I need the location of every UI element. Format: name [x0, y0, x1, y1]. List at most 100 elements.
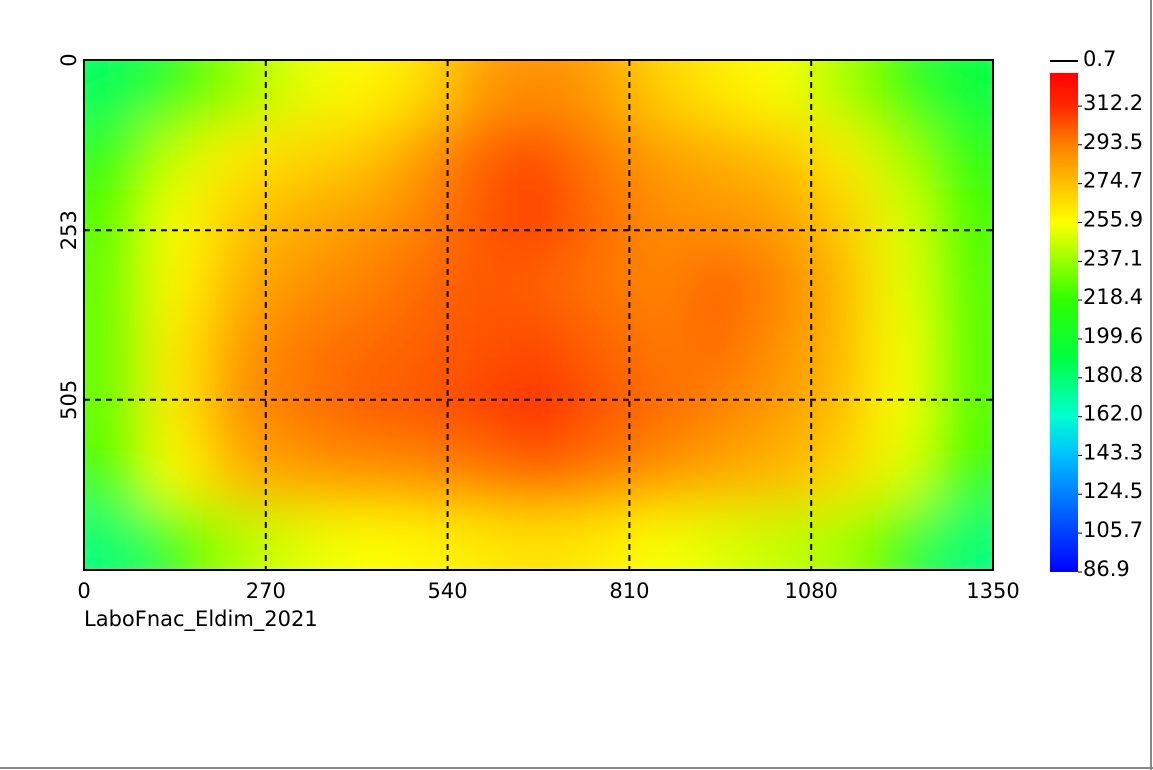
- heat-cell: [447, 378, 510, 444]
- heat-cell: [265, 442, 328, 508]
- heat-cell: [265, 506, 328, 570]
- heat-cell: [326, 123, 388, 189]
- heat-cell: [811, 187, 873, 253]
- heat-cell: [205, 378, 267, 444]
- heat-cell: [205, 60, 267, 125]
- colorbar: [1050, 73, 1078, 572]
- heat-cell: [144, 123, 207, 189]
- heat-cell: [568, 251, 631, 316]
- heat-cell: [387, 506, 449, 570]
- colorbar-tick-label: 105.7: [1083, 518, 1143, 542]
- heat-cell: [265, 378, 328, 444]
- colorbar-tick-label: 199.6: [1083, 324, 1143, 348]
- heat-cell: [326, 187, 388, 253]
- heat-cell: [447, 251, 510, 316]
- heat-cell: [265, 251, 328, 316]
- heat-cell: [690, 442, 752, 508]
- heat-cell: [811, 60, 873, 125]
- heat-cell: [811, 123, 873, 189]
- heat-cell: [84, 187, 146, 253]
- heat-cell: [84, 378, 146, 444]
- heat-cell: [811, 378, 873, 444]
- heat-cell: [932, 187, 993, 253]
- heat-cell: [871, 60, 934, 125]
- x-tick-label: 0: [77, 579, 90, 603]
- heat-cell: [326, 506, 388, 570]
- heat-cell: [387, 60, 449, 125]
- heat-cell: [811, 442, 873, 508]
- heat-cell: [508, 442, 570, 508]
- colorbar-tick-label: 124.5: [1083, 479, 1143, 503]
- heat-cell: [690, 251, 752, 316]
- heat-cell: [629, 123, 691, 189]
- heat-cell: [568, 442, 631, 508]
- colorbar-tick-label: 237.1: [1083, 246, 1143, 270]
- x-tick-label: 1080: [784, 579, 837, 603]
- heat-cell: [750, 60, 813, 125]
- heat-cell: [326, 315, 388, 380]
- heat-cell: [690, 60, 752, 125]
- heat-cell: [508, 315, 570, 380]
- heat-cell: [387, 315, 449, 380]
- heat-cell: [629, 315, 691, 380]
- heat-cell: [690, 378, 752, 444]
- colorbar-tick-label: 255.9: [1083, 208, 1143, 232]
- heat-cell: [629, 506, 691, 570]
- heat-cell: [932, 506, 993, 570]
- y-tick-label: 505: [57, 380, 81, 420]
- colorbar-tick-label: 293.5: [1083, 130, 1143, 154]
- y-tick-label: 253: [57, 210, 81, 250]
- heat-cell: [508, 506, 570, 570]
- heat-cell: [568, 315, 631, 380]
- colorbar-tick-label: 218.4: [1083, 285, 1143, 309]
- heat-cell: [932, 123, 993, 189]
- heat-cell: [326, 251, 388, 316]
- colorbar-tick-label: 162.0: [1083, 402, 1143, 426]
- heat-cell: [871, 187, 934, 253]
- plot-frame: [83, 59, 994, 571]
- heat-cell: [84, 315, 146, 380]
- heat-cell: [811, 506, 873, 570]
- heat-cell: [629, 187, 691, 253]
- heat-cell: [871, 315, 934, 380]
- heat-cell: [205, 506, 267, 570]
- heat-cell: [871, 506, 934, 570]
- heatmap: [84, 60, 993, 570]
- heat-cell: [447, 123, 510, 189]
- heat-cell: [84, 60, 146, 125]
- x-tick-label: 540: [428, 579, 468, 603]
- colorbar-tick-label: 274.7: [1083, 169, 1143, 193]
- heat-cell: [568, 378, 631, 444]
- heatmap-cells: [84, 60, 993, 570]
- heat-cell: [447, 60, 510, 125]
- heat-cell: [265, 123, 328, 189]
- heat-cell: [265, 60, 328, 125]
- heat-cell: [871, 378, 934, 444]
- heat-cell: [750, 378, 813, 444]
- heat-cell: [84, 123, 146, 189]
- heat-cell: [932, 315, 993, 380]
- x-tick-label: 1350: [966, 579, 1019, 603]
- heat-cell: [750, 187, 813, 253]
- heat-cell: [932, 442, 993, 508]
- heat-cell: [568, 506, 631, 570]
- heat-cell: [508, 123, 570, 189]
- heat-cell: [447, 442, 510, 508]
- heat-cell: [387, 123, 449, 189]
- heat-cell: [387, 378, 449, 444]
- colorbar-tick-label: 180.8: [1083, 363, 1143, 387]
- heat-cell: [387, 187, 449, 253]
- heat-cell: [326, 442, 388, 508]
- heat-cell: [750, 123, 813, 189]
- heat-cell: [144, 60, 207, 125]
- heat-cell: [205, 251, 267, 316]
- heat-cell: [326, 378, 388, 444]
- heat-cell: [871, 442, 934, 508]
- heat-cell: [144, 442, 207, 508]
- heat-cell: [932, 378, 993, 444]
- heat-cell: [629, 251, 691, 316]
- heat-cell: [568, 123, 631, 189]
- heat-cell: [871, 123, 934, 189]
- heat-cell: [84, 251, 146, 316]
